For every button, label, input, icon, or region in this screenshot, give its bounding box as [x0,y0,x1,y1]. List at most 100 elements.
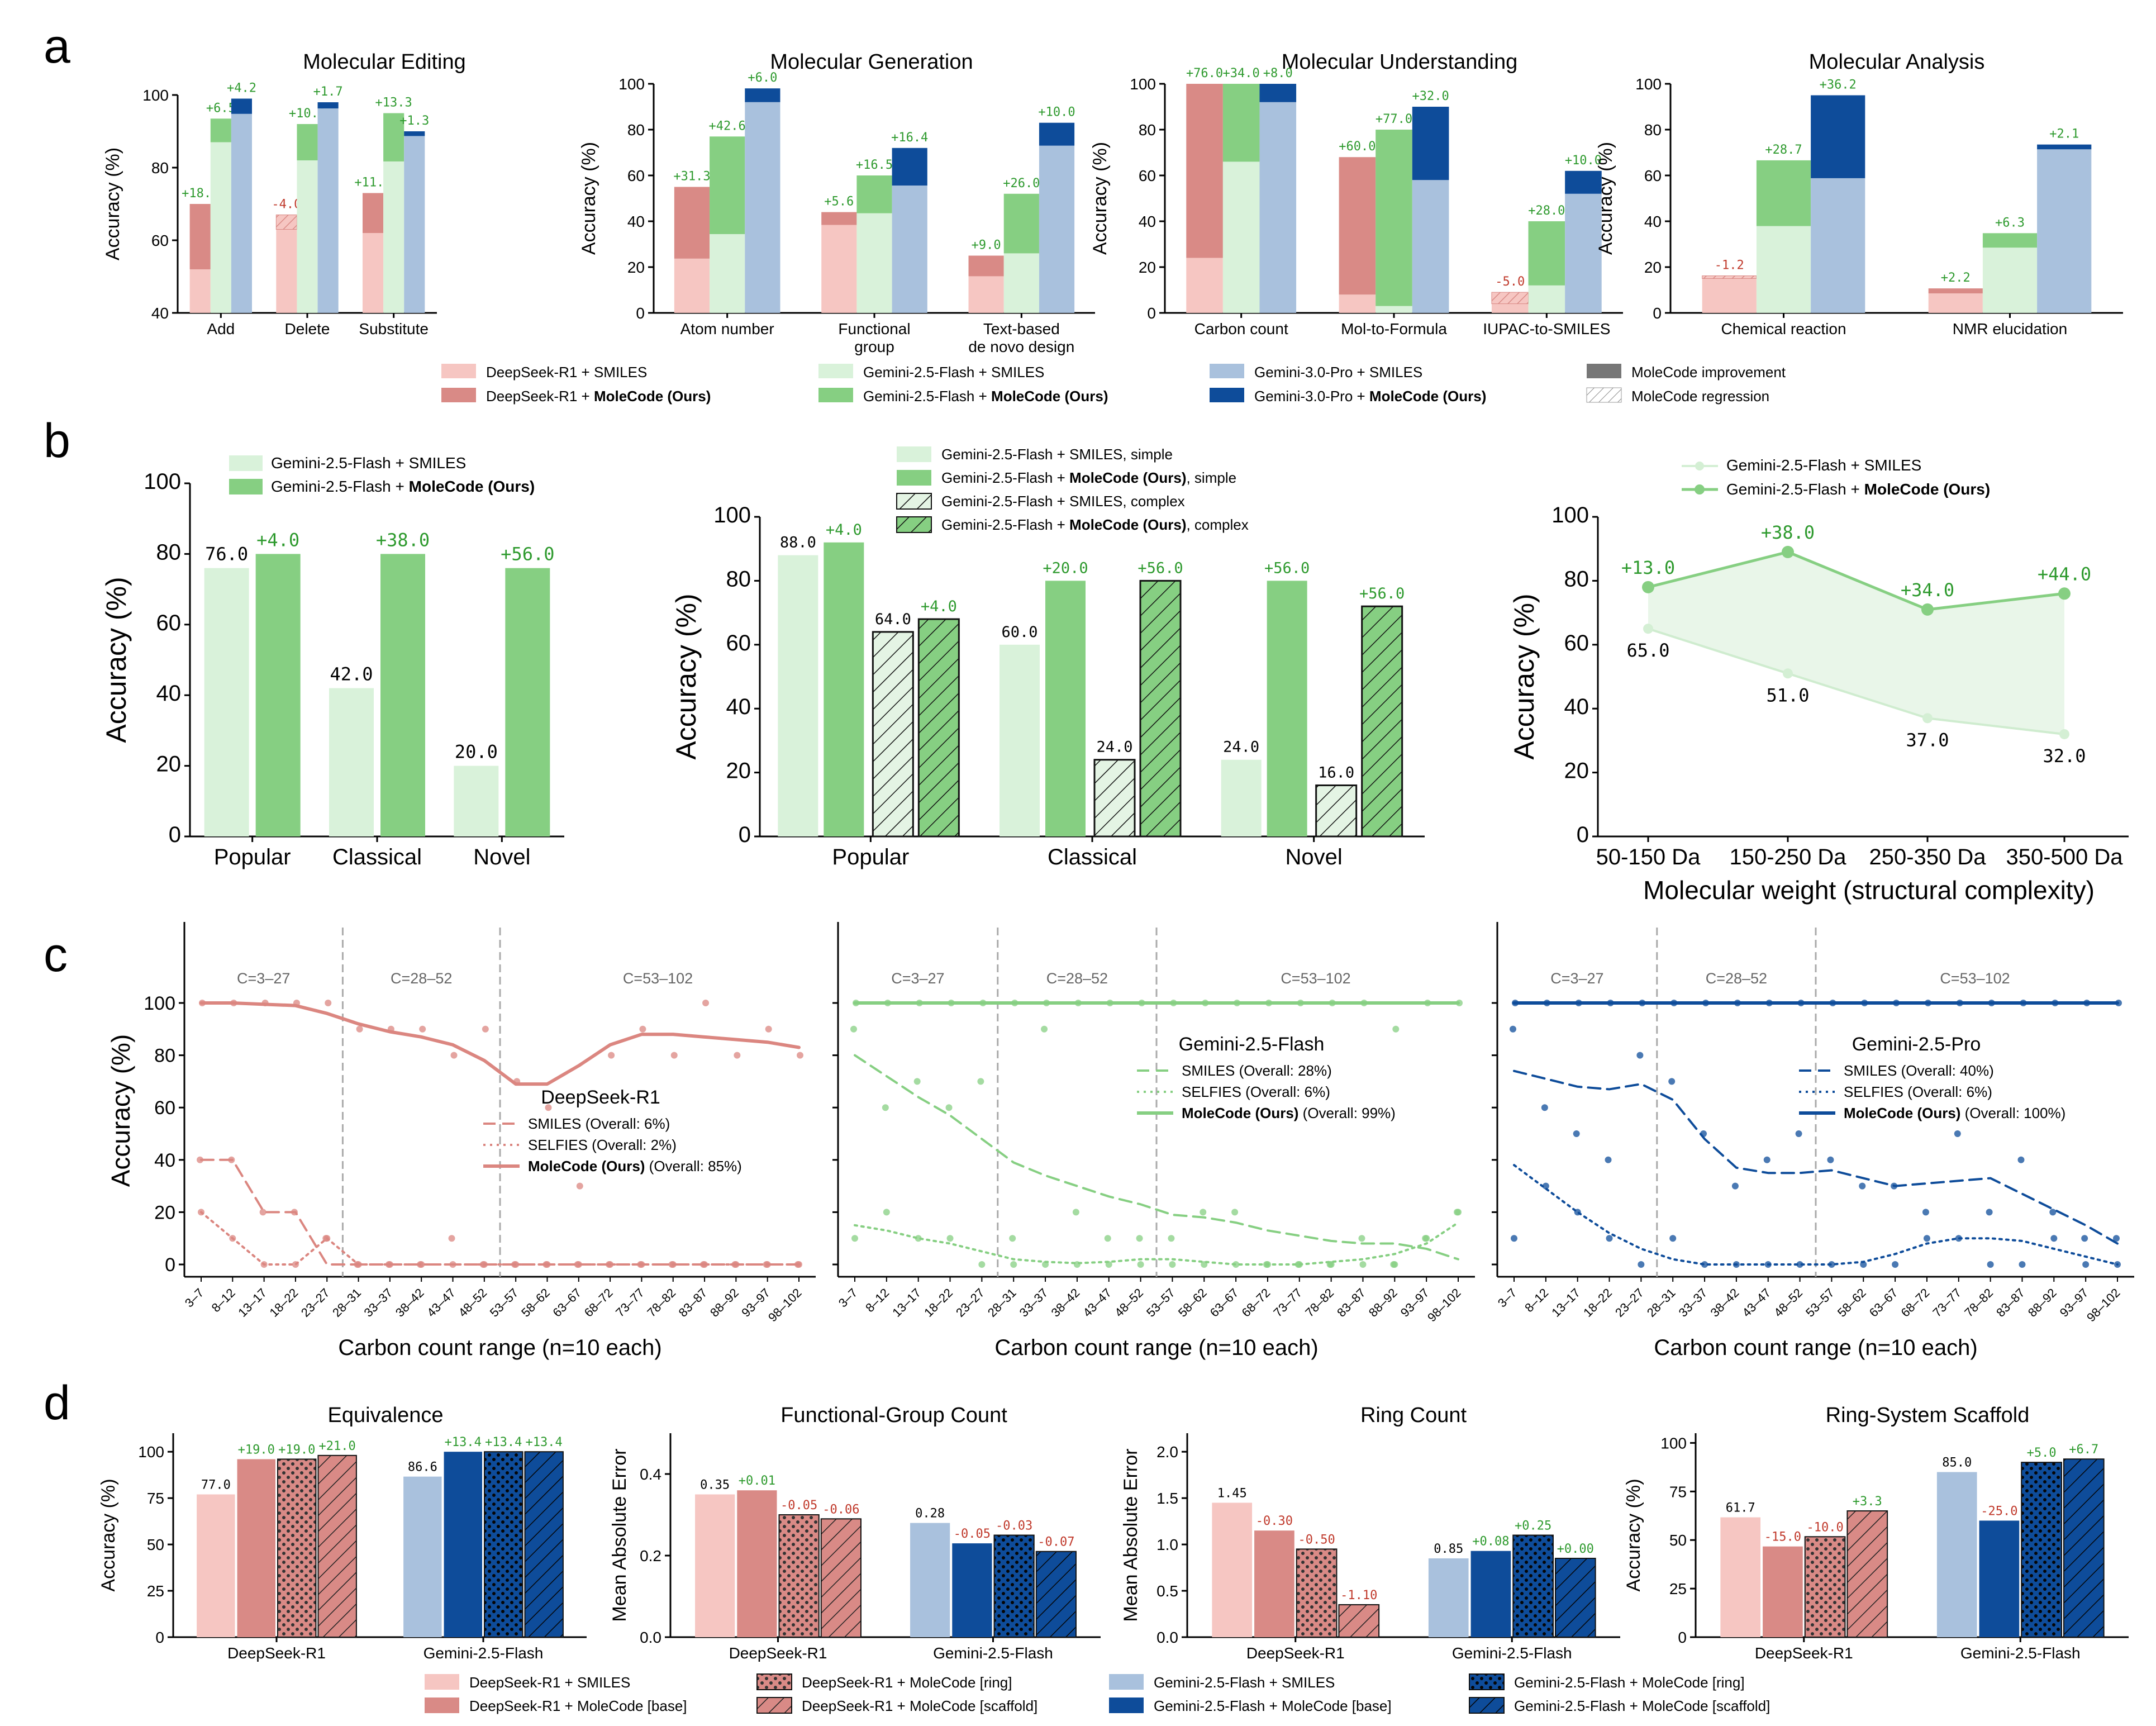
y-axis-label: Accuracy (%) [1508,593,1540,759]
scatter-point-selfies [978,1261,986,1268]
data-label: +6.0 [748,71,777,85]
bar-improvement [297,124,318,160]
x-tick-label: 3–7 [1495,1286,1520,1310]
legend-label: Gemini-2.5-Flash + MoleCode [scaffold] [1514,1698,1770,1714]
bar-improvement [821,212,857,225]
x-tick-label: 250-350 Da [1869,845,1986,869]
chart-c-gemini-flash: 3–7 8–1213–1718–2223–2728–3133–3738–4243–… [832,922,1475,1360]
bar [2063,1458,2105,1638]
bar-base [1412,180,1449,313]
region-label: C=3–27 [891,970,944,987]
y-tick-label: 1.0 [1156,1536,1178,1553]
legend-label-text: SELFIES (Overall: 6%) [1182,1083,1330,1100]
y-tick-label: 0.5 [1156,1582,1178,1600]
bar [1315,784,1358,838]
data-label: +2.1 [2049,127,2079,141]
data-label: 0.35 [700,1478,730,1492]
scatter-point-selfies [1987,1261,1994,1268]
bar-base [1528,285,1565,313]
data-label: +0.08 [1472,1535,1509,1549]
legend-label-bold: MoleCode (Ours) [1844,1105,1960,1121]
x-tick-label: 68–72 [1898,1286,1933,1320]
bar-improvement [710,136,745,234]
scatter-point-smiles [1200,1209,1207,1216]
y-axis-label: Accuracy (%) [1623,1478,1644,1591]
bar-improvement [1928,288,1983,294]
data-label: +56.0 [1359,585,1405,602]
legend-label-bold: MoleCode (Ours) [594,388,711,405]
data-label: 88.0 [780,534,816,551]
legend-swatch [229,455,263,471]
y-tick-label: 20 [154,1202,175,1223]
data-label: 32.0 [2043,745,2086,767]
chart-molecular-generation: Molecular Generation 0 20 40 60 80 100 Accuracy… [578,50,1095,355]
legend-label: Gemini-2.5-Flash + MoleCode [base] [1154,1698,1392,1714]
legend-title: Gemini-2.5-Flash [1179,1034,1325,1055]
bar [1428,1558,1469,1637]
y-tick-label: 60 [1139,167,1156,184]
x-tick-label: DeepSeek-R1 [1246,1644,1345,1662]
legend-label: Gemini-2.5-Flash + MoleCode (Ours) [1726,481,1990,498]
x-tick-label: 73–77 [613,1286,647,1320]
data-label: +0.25 [1515,1519,1551,1533]
x-tick-label: Add [207,320,235,337]
bar-base [317,108,339,313]
y-tick-label: 50 [1669,1532,1687,1549]
bar-improvement [856,175,892,213]
x-tick-label: Text-based [983,320,1060,337]
data-label: +4.0 [826,521,862,539]
scatter-point-smiles [448,1235,455,1242]
chart-title: Molecular Understanding [1282,50,1517,74]
x-tick-label: Chemical reaction [1721,320,1846,337]
bar [910,1523,950,1637]
x-axis-label: Molecular weight (structural complexity) [1643,876,2095,905]
data-label: -15.0 [1764,1530,1801,1544]
x-tick-label: 43–47 [1739,1286,1773,1320]
legend-swatch [1469,1697,1505,1714]
bar [237,1459,275,1637]
scatter-point-selfies [1542,1182,1549,1190]
data-label: 16.0 [1318,764,1354,781]
bar-improvement [1339,157,1376,295]
data-label: +13.4 [485,1435,522,1449]
bar-base [1186,258,1223,313]
x-tick-label: 23–27 [953,1286,987,1320]
legend-label-text: Gemini-2.5-Flash + [941,469,1069,486]
x-tick-label: 53–57 [487,1286,521,1320]
y-tick-label: 0 [636,305,645,322]
y-tick-label: 40 [1644,213,1662,230]
data-label: +6.5 [206,101,236,115]
bar-base [674,258,710,313]
y-axis-label: Accuracy (%) [102,148,123,260]
y-tick-label: 40 [627,213,645,230]
legend-label-text: SMILES (Overall: 6%) [528,1115,670,1132]
data-label: +34.0 [1223,66,1260,80]
scatter-point-selfies [1391,1261,1398,1268]
legend-label-text: Gemini-3.0-Pro + SMILES [1254,364,1422,381]
x-tick-label: 8–12 [863,1286,892,1315]
scatter-point-smiles [1731,1182,1739,1190]
bar-improvement [1259,84,1297,102]
scatter-point-selfies [1638,1261,1645,1268]
data-label: +6.7 [2069,1443,2098,1457]
scatter-point-selfies [1169,1261,1176,1268]
scatter-point-smiles [1136,1235,1143,1242]
data-label: 64.0 [875,611,911,628]
x-tick-label: DeepSeek-R1 [1755,1644,1853,1662]
data-label: +4.0 [256,529,299,550]
legend-swatch [1210,364,1244,378]
x-tick-label: 98–102 [765,1286,805,1325]
y-tick-label: 0.4 [640,1466,661,1483]
x-tick-label: 150-250 Da [1729,845,1846,869]
y-tick-label: 100 [1551,503,1589,527]
legend-label-text: MoleCode regression [1631,388,1769,405]
y-tick-label: 100 [142,87,169,104]
data-label: 65.0 [1626,640,1669,661]
data-label: +42.6 [709,119,746,133]
y-tick-label: 0.0 [640,1629,661,1646]
bar [277,1458,317,1638]
y-tick-label: 60 [154,1097,175,1119]
scatter-point-selfies [1923,1235,1930,1242]
data-label: 61.7 [1726,1501,1755,1515]
bar [872,631,914,838]
